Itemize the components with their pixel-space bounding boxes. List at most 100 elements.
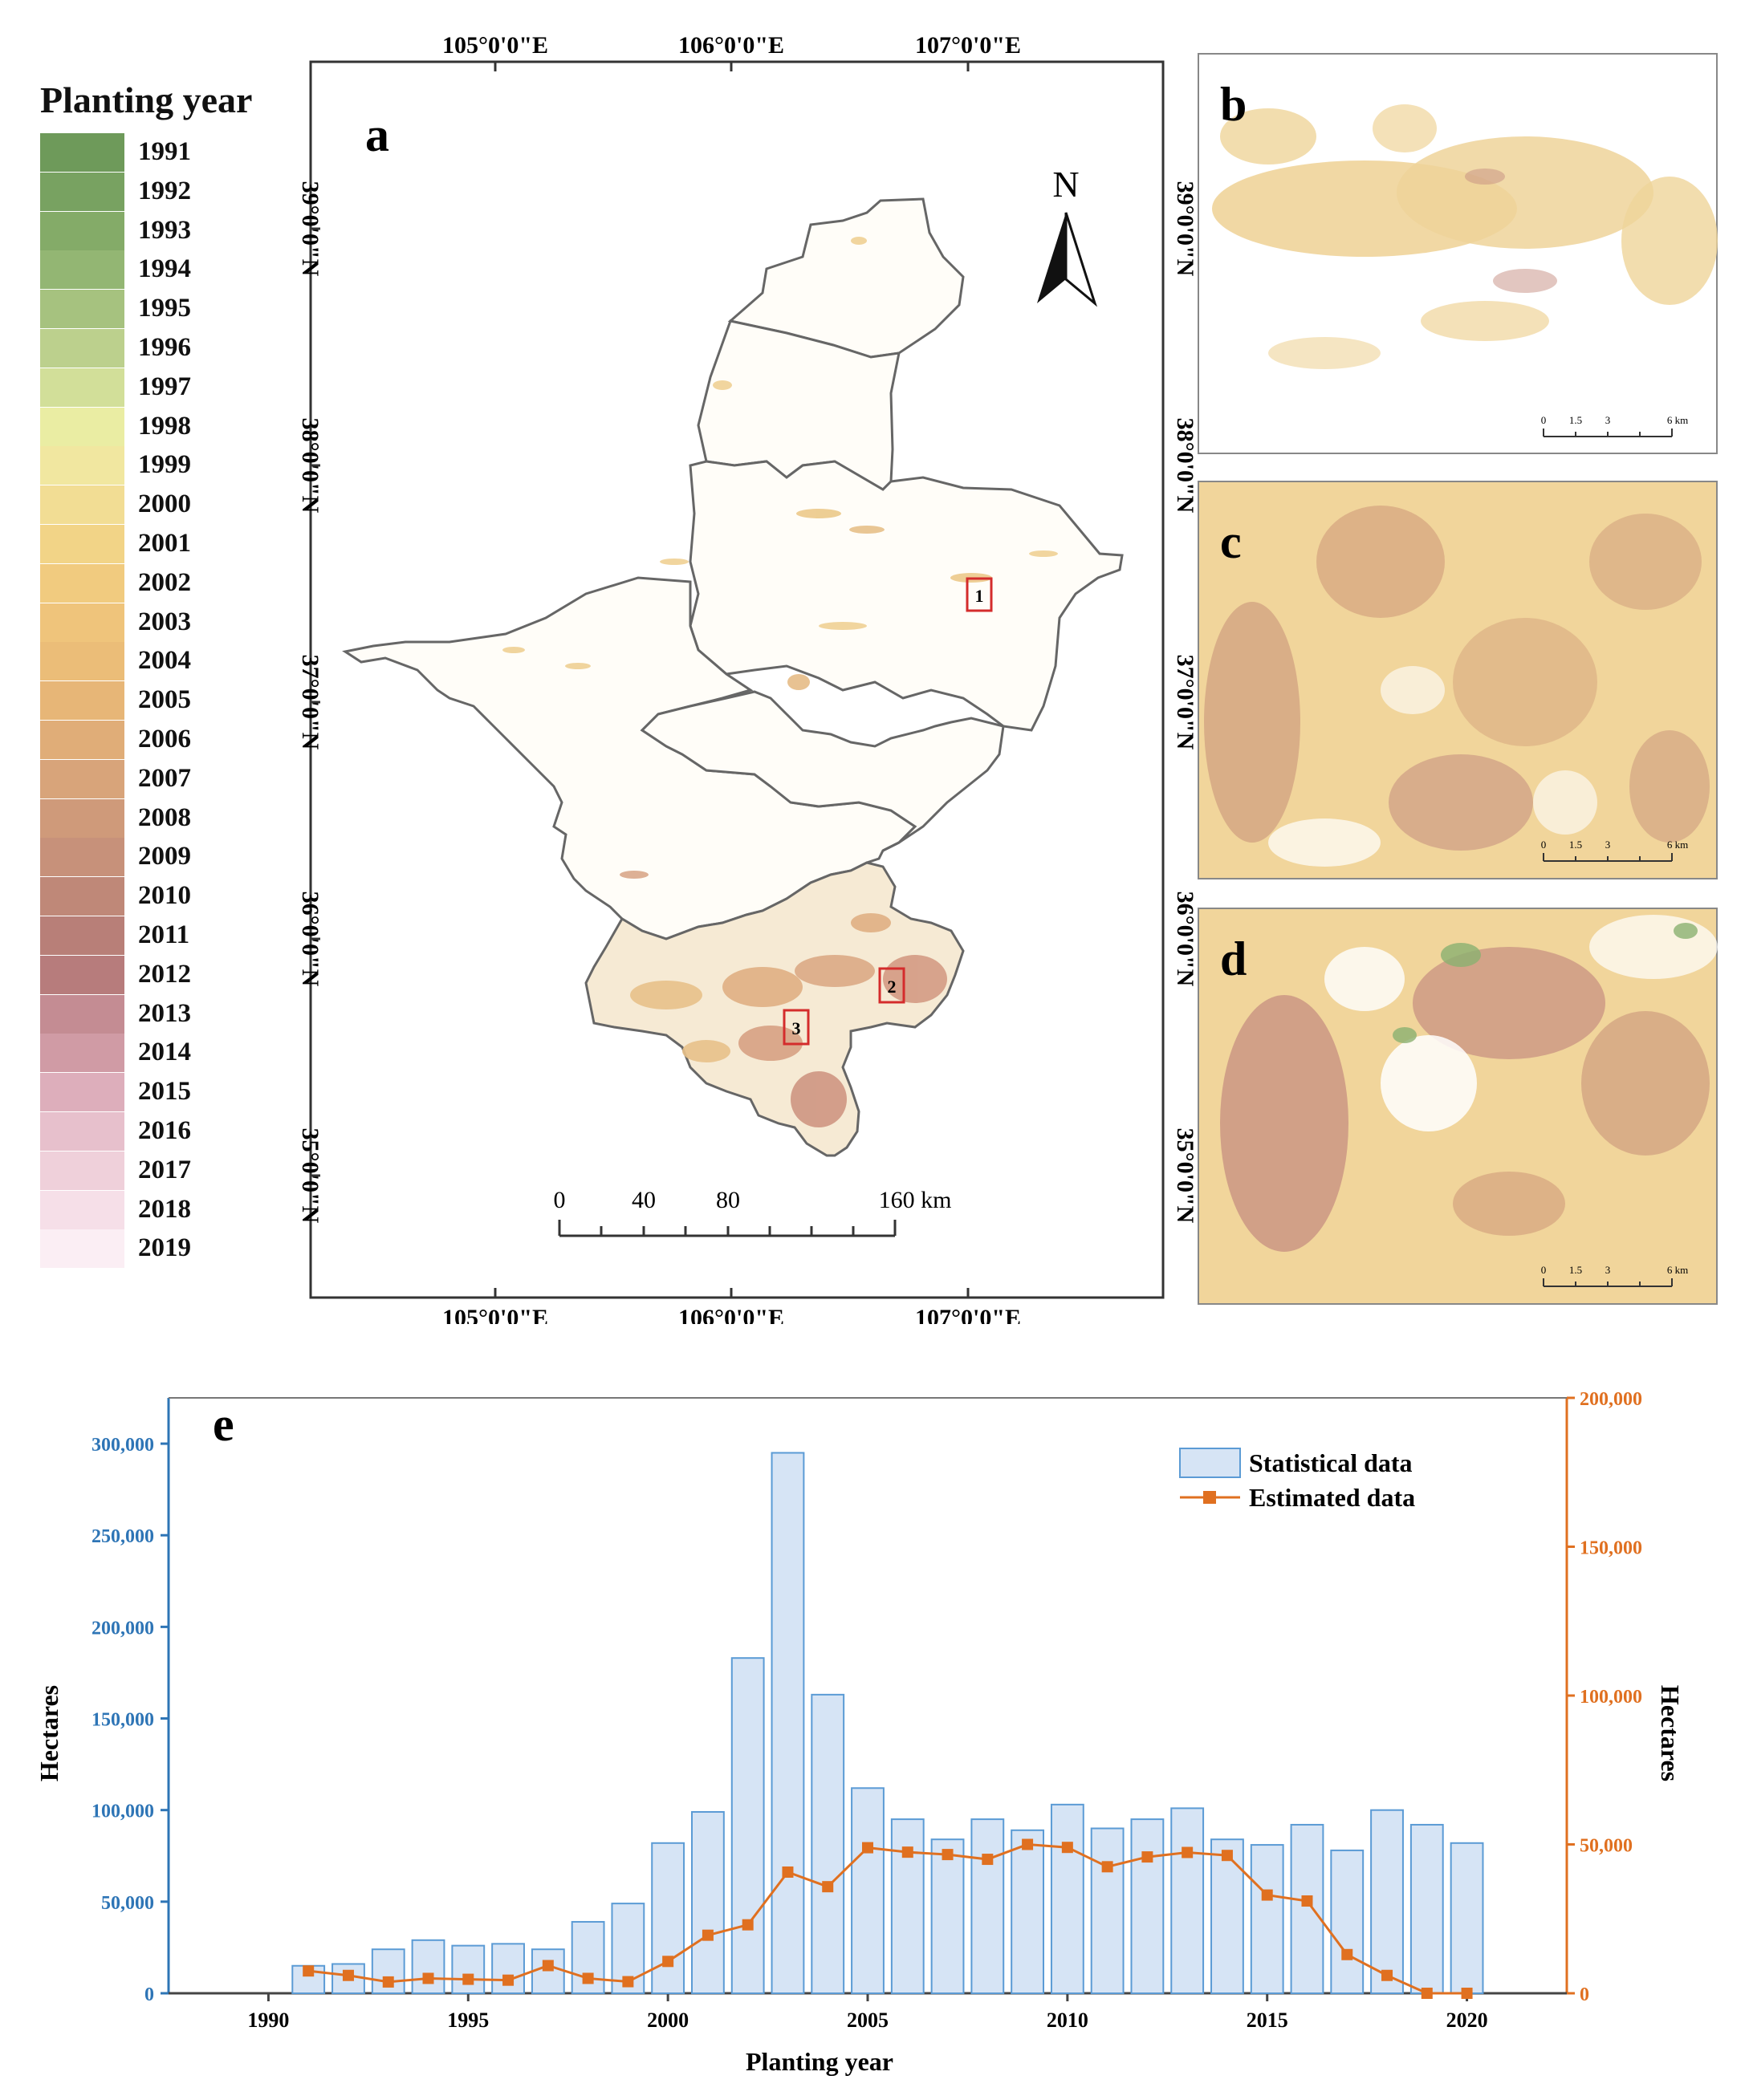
legend-swatch-2005	[40, 681, 124, 721]
legend-label-2004: 2004	[138, 646, 191, 676]
legend-swatch-2001	[40, 525, 124, 563]
lon-top-107: 107°0'0"E	[915, 32, 1021, 59]
x-tick-label: 1990	[247, 2009, 289, 2032]
inset-c-scale-2: 3	[1605, 839, 1611, 851]
estimated-point	[342, 1969, 354, 1981]
bar	[1450, 1842, 1484, 1995]
legend-swatch-2002	[40, 563, 124, 603]
legend-swatch-2014	[40, 1034, 124, 1073]
legend-swatch-2018	[40, 1190, 124, 1229]
y-left-tick-label: 100,000	[92, 1801, 154, 1822]
legend-swatch-2019	[40, 1229, 124, 1269]
legend-label-2005: 2005	[138, 685, 191, 715]
y-right-tick-label: 200,000	[1580, 1389, 1642, 1410]
estimated-line	[308, 1842, 1467, 1995]
legend-label-1996: 1996	[138, 333, 191, 362]
legend-swatch-1995	[40, 290, 124, 329]
legend-swatch-2017	[40, 1151, 124, 1190]
legend-label-2014: 2014	[138, 1038, 191, 1067]
estimated-point	[862, 1842, 873, 1854]
estimated-point	[662, 1956, 674, 1968]
bar	[1330, 1849, 1365, 1994]
legend-swatch-1991	[40, 133, 124, 172]
estimated-point	[1381, 1969, 1393, 1981]
estimated-point	[982, 1854, 994, 1866]
legend-label-1997: 1997	[138, 372, 191, 401]
legend-swatch-2007	[40, 759, 124, 798]
inset-d-scale-1: 1.5	[1569, 1264, 1582, 1276]
box-label-2: 2	[888, 977, 897, 997]
box-label-1: 1	[975, 586, 984, 606]
y-left-tick-label: 0	[144, 1984, 154, 2005]
legend-label-2011: 2011	[138, 920, 190, 949]
estimated-point	[1022, 1838, 1034, 1850]
estimated-point	[622, 1976, 634, 1988]
legend-label-2009: 2009	[138, 842, 191, 871]
estimated-point	[1301, 1895, 1313, 1907]
bar	[771, 1452, 805, 1994]
y-axis-label-left: Hectares	[35, 1685, 63, 1781]
legend-label-2019: 2019	[138, 1233, 191, 1263]
estimated-point	[901, 1846, 913, 1858]
bar	[1210, 1838, 1244, 1995]
legend-label-2002: 2002	[138, 567, 191, 597]
legend-label-2015: 2015	[138, 1077, 191, 1107]
longitude-ticks	[494, 62, 970, 1298]
legend-label-1995: 1995	[138, 294, 191, 323]
inset-lat-37: 37°0'0"N	[1172, 655, 1198, 750]
y-left-tick-label: 250,000	[92, 1526, 154, 1547]
bar	[970, 1818, 1005, 1994]
inset-lat-38: 38°0'0"N	[1172, 418, 1198, 514]
legend-label-2018: 2018	[138, 1194, 191, 1224]
bar	[1090, 1827, 1125, 1994]
region-outline	[342, 197, 1124, 1157]
lon-top-106: 106°0'0"E	[678, 32, 784, 59]
estimated-point	[1061, 1842, 1073, 1854]
estimated-point	[942, 1849, 954, 1861]
legend-swatch-2015	[40, 1073, 124, 1112]
legend-label-1991: 1991	[138, 137, 191, 166]
inset-d-scale-2: 3	[1605, 1264, 1611, 1276]
planting-patches	[502, 237, 1058, 1127]
y-left-tick-label: 50,000	[101, 1893, 154, 1914]
legend-swatch-2013	[40, 994, 124, 1034]
inset-c: c 0 1.5 3 6 km	[1198, 481, 1718, 879]
lon-bottom-105: 105°0'0"E	[442, 1305, 548, 1324]
x-tick-label: 1995	[447, 2009, 489, 2032]
legend-swatch-1994	[40, 250, 124, 290]
bar	[811, 1693, 845, 1994]
inset-lat-39: 39°0'0"N	[1172, 181, 1198, 277]
bar	[1170, 1807, 1205, 1995]
latitude-ticks	[311, 227, 320, 1177]
legend-swatch-2008	[40, 798, 124, 838]
legend-label-1993: 1993	[138, 215, 191, 245]
legend-label-1999: 1999	[138, 450, 191, 480]
estimated-point	[1461, 1988, 1473, 1999]
panel-label-c: c	[1220, 515, 1242, 568]
inset-b-scale-0: 0	[1541, 414, 1547, 426]
legend-swatch-2012	[40, 955, 124, 994]
legend-swatch-2000	[40, 485, 124, 525]
estimated-point	[422, 1972, 434, 1984]
latitude-labels: 39°0'0"N 38°0'0"N 37°0'0"N 36°0'0"N 35°0…	[297, 181, 323, 1224]
scale-bar: 0 40 80 160 km	[554, 1187, 951, 1237]
x-tick-label: 2000	[647, 2009, 689, 2032]
inset-b-scale-3: 6 km	[1667, 414, 1688, 426]
y-right-tick-label: 150,000	[1580, 1538, 1642, 1559]
estimated-point	[1101, 1861, 1113, 1873]
bar	[411, 1939, 445, 1994]
panel-label-d: d	[1220, 932, 1247, 985]
legend-marker-estimated	[1203, 1491, 1216, 1504]
bar	[1250, 1844, 1284, 1994]
legend-swatch-statistical	[1179, 1448, 1241, 1478]
inset-b-scale-2: 3	[1605, 414, 1611, 426]
panel-label-b: b	[1220, 78, 1247, 131]
bar	[531, 1948, 565, 1995]
estimated-point	[382, 1976, 394, 1988]
scale-0: 0	[554, 1187, 566, 1213]
x-axis-label: Planting year	[746, 2047, 893, 2076]
inset-d-scale-0: 0	[1541, 1264, 1547, 1276]
north-label: N	[1052, 164, 1079, 205]
y-left-tick-label: 300,000	[92, 1435, 154, 1456]
study-area-boxes: 1 2 3	[783, 577, 993, 1046]
